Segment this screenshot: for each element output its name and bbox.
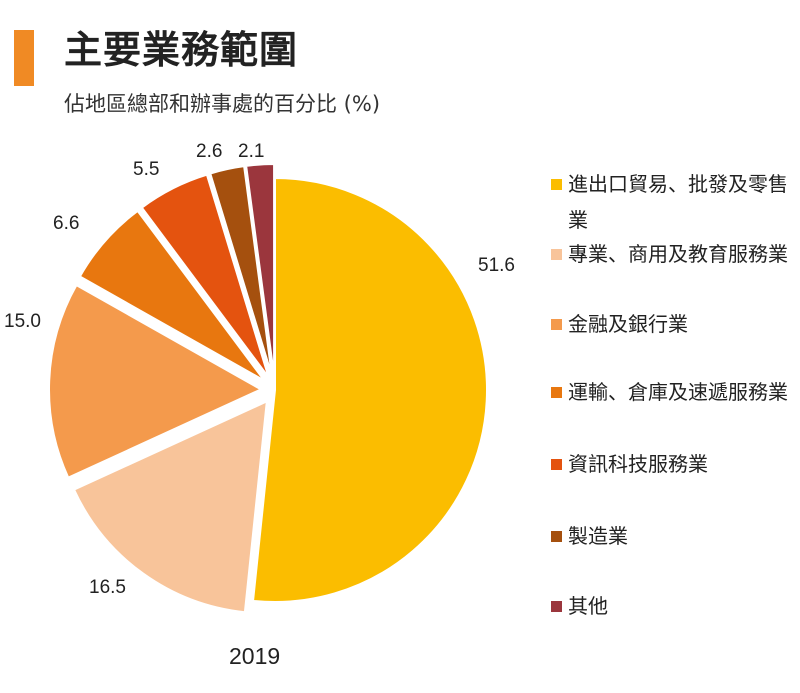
legend-swatch xyxy=(551,601,562,612)
pie-slice xyxy=(72,399,269,614)
legend-label: 進出口貿易、批發及零售業 xyxy=(568,172,788,232)
slice-value-label: 6.6 xyxy=(53,213,80,234)
slice-value-label: 2.1 xyxy=(238,141,265,162)
slice-value-label: 2.6 xyxy=(196,141,223,162)
legend-item: 資訊科技服務業 xyxy=(546,446,796,482)
pie-slice xyxy=(209,165,274,377)
legend-label: 製造業 xyxy=(568,524,628,548)
slice-value-label: 51.6 xyxy=(478,255,515,276)
pie-slice xyxy=(48,283,264,479)
chart-subtitle: 佔地區總部和辦事處的百分比 (%) xyxy=(64,92,381,116)
legend-swatch xyxy=(551,387,562,398)
slice-value-label: 5.5 xyxy=(133,159,160,180)
legend-item: 製造業 xyxy=(546,518,796,554)
legend-label: 其他 xyxy=(568,594,608,618)
legend-label: 資訊科技服務業 xyxy=(568,452,708,476)
legend-swatch xyxy=(551,179,562,190)
legend-label: 金融及銀行業 xyxy=(568,312,688,336)
legend-item: 金融及銀行業 xyxy=(546,306,796,342)
legend-swatch xyxy=(551,319,562,330)
slice-value-label: 16.5 xyxy=(89,577,126,598)
legend-item: 運輸、倉庫及速遞服務業 xyxy=(546,374,796,410)
legend-label: 運輸、倉庫及速遞服務業 xyxy=(568,380,788,404)
legend-swatch xyxy=(551,249,562,260)
pie-slice xyxy=(245,163,276,377)
pie-slice xyxy=(78,209,266,382)
legend-label: 專業、商用及教育服務業 xyxy=(568,242,788,266)
legend-item: 進出口貿易、批發及零售業 xyxy=(546,166,796,238)
legend-item: 專業、商用及教育服務業 xyxy=(546,236,796,272)
pie-slice xyxy=(251,176,488,603)
legend-swatch xyxy=(551,531,562,542)
legend-swatch xyxy=(551,459,562,470)
legend-item: 其他 xyxy=(546,588,796,624)
year-label: 2019 xyxy=(229,643,281,669)
pie-slice xyxy=(140,173,270,379)
chart-title: 主要業務範圍 xyxy=(64,28,299,72)
accent-bar xyxy=(14,30,34,86)
slice-value-label: 15.0 xyxy=(4,311,41,332)
